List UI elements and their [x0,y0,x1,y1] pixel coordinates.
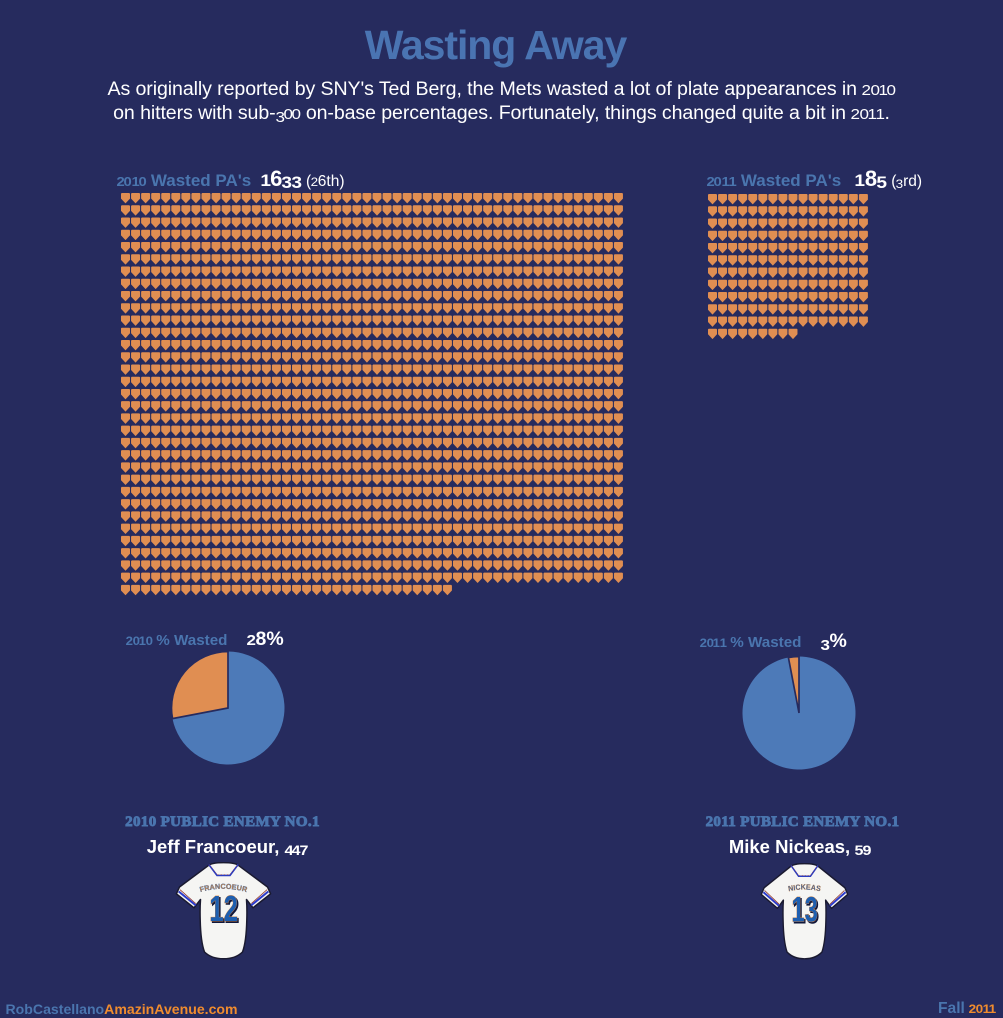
svg-text:13: 13 [791,891,817,930]
svg-text:12: 12 [211,890,240,930]
svg-text:13: 13 [793,892,819,931]
svg-text:FRANCOEUR: FRANCOEUR [199,882,249,894]
svg-text:NICKEAS: NICKEAS [787,882,821,893]
svg-text:12: 12 [209,889,238,929]
